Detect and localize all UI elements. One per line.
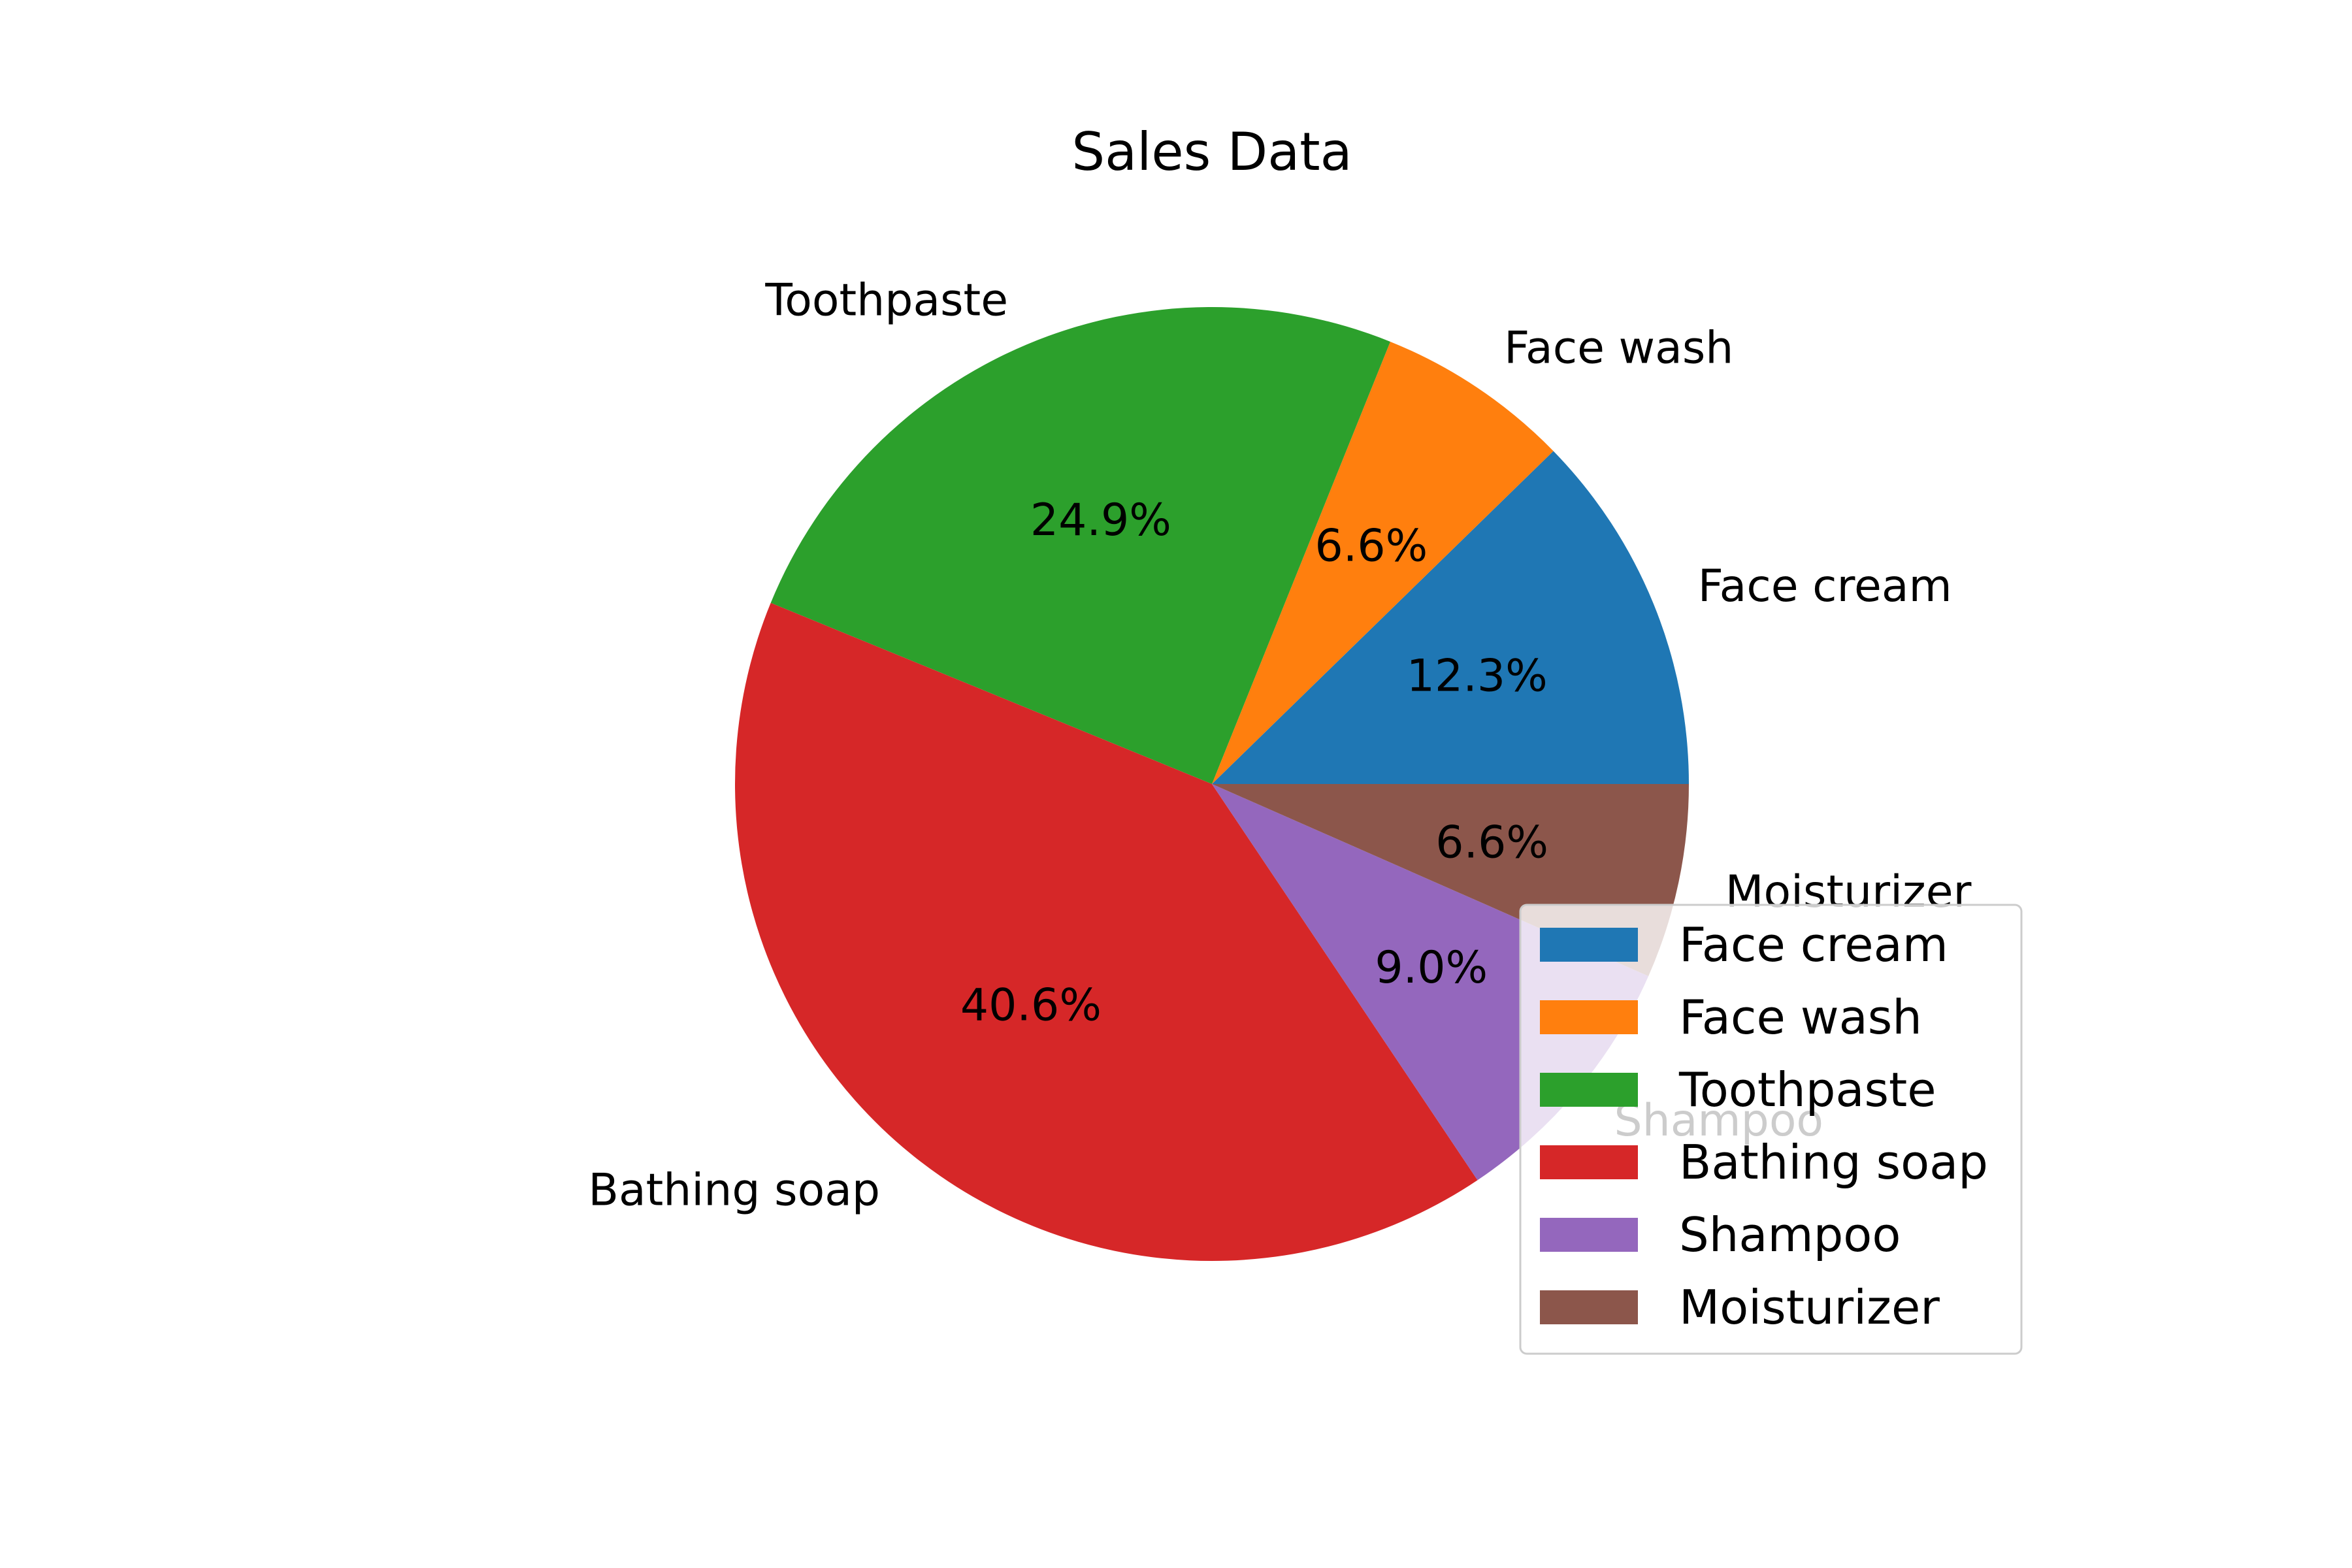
legend-label-toothpaste: Toothpaste <box>1678 1062 1936 1117</box>
percent-labels: 12.3% 6.6% 24.9% 40.6% 9.0% 6.6% <box>960 495 1548 1032</box>
percent-label-moisturizer: 6.6% <box>1435 817 1548 869</box>
slice-label-face-cream: Face cream <box>1698 561 1952 612</box>
legend-label-face-cream: Face cream <box>1679 917 1948 972</box>
percent-label-toothpaste: 24.9% <box>1030 495 1171 546</box>
percent-label-bathing-soap: 40.6% <box>960 980 1102 1032</box>
slice-label-face-wash: Face wash <box>1504 323 1733 374</box>
legend-items: Face cream Face wash Toothpaste Bathing soa… <box>1540 917 1988 1335</box>
legend-frame <box>1519 904 2023 1355</box>
percent-label-face-cream: 12.3% <box>1407 650 1548 702</box>
legend-swatch-shampoo <box>1540 1218 1638 1252</box>
slice-label-bathing-soap: Bathing soap <box>588 1164 880 1216</box>
legend-label-moisturizer: Moisturizer <box>1679 1280 1940 1335</box>
legend-label-shampoo: Shampoo <box>1679 1207 1901 1262</box>
percent-label-shampoo: 9.0% <box>1375 942 1488 994</box>
percent-label-face-wash: 6.6% <box>1315 521 1428 572</box>
legend-swatch-face-cream <box>1540 928 1638 962</box>
pie-slice-face-wash <box>1212 341 1554 784</box>
slice-label-toothpaste: Toothpaste <box>764 275 1008 327</box>
chart-title: Sales Data <box>1071 122 1352 182</box>
legend-swatch-toothpaste <box>1540 1073 1638 1107</box>
legend: Face cream Face wash Toothpaste Bathing soa… <box>1519 904 2023 1355</box>
legend-swatch-bathing-soap <box>1540 1145 1638 1179</box>
legend-label-bathing-soap: Bathing soap <box>1679 1135 1988 1190</box>
legend-label-face-wash: Face wash <box>1679 990 1922 1045</box>
legend-swatch-moisturizer <box>1540 1290 1638 1324</box>
pie-slice-bathing-soap <box>734 602 1478 1262</box>
pie-slice-toothpaste <box>770 306 1390 784</box>
legend-swatch-face-wash <box>1540 1000 1638 1034</box>
pie-slice-face-cream <box>1212 451 1689 784</box>
